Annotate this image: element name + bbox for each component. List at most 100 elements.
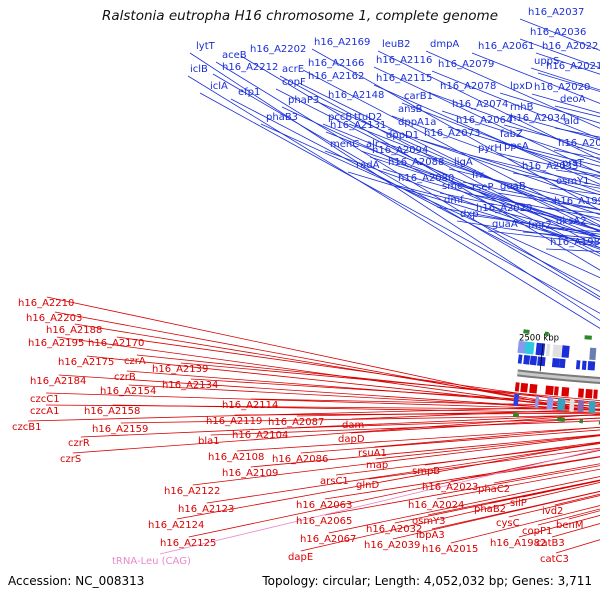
inner-gene-label[interactable]: glnD — [356, 480, 379, 491]
trna-label[interactable]: tRNA-Leu (CAG) — [112, 556, 191, 567]
inner-gene-label[interactable]: czcB1 — [12, 422, 41, 433]
outer-gene-label[interactable]: h16_A2148 — [328, 90, 384, 101]
outer-gene-label[interactable]: h16_A2064 — [456, 115, 512, 126]
inner-gene-label[interactable]: copP1 — [522, 526, 552, 537]
inner-gene-label[interactable]: bla1 — [198, 436, 220, 447]
outer-gene-label[interactable]: aceB — [222, 50, 247, 61]
outer-gene-label[interactable]: carB1 — [404, 91, 433, 102]
inner-gene-label[interactable]: h16_A2170 — [88, 338, 144, 349]
inner-gene-label[interactable]: h16_A2065 — [296, 516, 352, 527]
outer-gene-label[interactable]: deoA — [560, 94, 586, 105]
outer-gene-label[interactable]: h16_A2088 — [388, 157, 444, 168]
outer-gene-label[interactable]: h16_A2061 — [478, 41, 534, 52]
inner-gene-label[interactable]: h16_A2109 — [222, 468, 278, 479]
outer-gene-label[interactable]: h16_A2034 — [510, 113, 566, 124]
inner-gene-label[interactable]: rsuA1 — [358, 448, 387, 459]
inner-gene-label[interactable]: h16_A2125 — [160, 538, 216, 549]
outer-gene-label[interactable]: dksA2 — [556, 216, 587, 227]
inner-gene-label[interactable]: h16_A2104 — [232, 430, 288, 441]
inner-gene-label[interactable]: czcA1 — [30, 406, 59, 417]
inner-gene-label[interactable]: silP — [510, 498, 527, 509]
outer-gene-label[interactable]: phaP3 — [288, 95, 319, 106]
outer-gene-label[interactable]: ansB — [398, 104, 423, 115]
inner-gene-label[interactable]: h16_A2039 — [364, 540, 420, 551]
outer-gene-label[interactable]: h16_A2037 — [528, 7, 584, 18]
inner-gene-label[interactable]: h16_A2024 — [408, 500, 464, 511]
outer-gene-label[interactable]: h16_A2162 — [308, 71, 364, 82]
inner-gene-label[interactable]: phaB2 — [474, 504, 506, 515]
inner-gene-label[interactable]: h16_A2188 — [46, 325, 102, 336]
inner-gene-label[interactable]: h16_A2122 — [164, 486, 220, 497]
outer-gene-label[interactable]: h16_A2033 — [522, 161, 578, 172]
outer-gene-label[interactable]: h16_A2020 — [534, 82, 590, 93]
outer-gene-label[interactable]: fmr2 — [528, 220, 552, 231]
outer-gene-label[interactable]: prsT — [562, 158, 585, 169]
outer-gene-label[interactable]: h16_A2004 — [558, 138, 600, 149]
outer-gene-label[interactable]: copF — [282, 77, 306, 88]
outer-gene-label[interactable]: h16_A2202 — [250, 44, 306, 55]
outer-gene-label[interactable]: alr — [366, 139, 380, 150]
inner-gene-label[interactable]: osmY3 — [412, 516, 446, 527]
outer-gene-label[interactable]: h16_A2212 — [222, 62, 278, 73]
outer-gene-label[interactable]: fabZ — [500, 129, 523, 140]
inner-gene-label[interactable]: h16_A2086 — [272, 454, 328, 465]
outer-gene-label[interactable]: h16_A2080 — [398, 173, 454, 184]
outer-gene-label[interactable]: h16_A2036 — [530, 27, 586, 38]
inner-gene-label[interactable]: czrS — [60, 454, 81, 465]
outer-gene-label[interactable]: ppsA — [504, 141, 529, 152]
inner-gene-label[interactable]: h16_A2032 — [366, 524, 422, 535]
inner-gene-label[interactable]: h16_A2114 — [222, 400, 278, 411]
inner-gene-label[interactable]: phaC2 — [478, 484, 510, 495]
outer-gene-label[interactable]: uppS — [534, 56, 559, 67]
outer-gene-label[interactable]: acrE — [282, 64, 304, 75]
outer-gene-label[interactable]: lytT — [196, 41, 216, 52]
inner-gene-label[interactable]: h16_A2015 — [422, 544, 478, 555]
inner-gene-label[interactable]: czrR — [68, 438, 90, 449]
outer-gene-label[interactable]: ligA — [454, 157, 473, 168]
inner-gene-label[interactable]: catC3 — [540, 554, 569, 565]
outer-gene-label[interactable]: h16_A2169 — [314, 37, 370, 48]
outer-gene-label[interactable]: h16_A2116 — [376, 55, 432, 66]
inner-gene-label[interactable]: arsC1 — [320, 476, 349, 487]
outer-gene-label[interactable]: dppA1a — [398, 117, 436, 128]
outer-gene-label[interactable]: iclB — [190, 64, 208, 75]
inner-gene-label[interactable]: benM — [556, 520, 583, 531]
outer-gene-label[interactable]: h16_A2021 — [546, 61, 600, 72]
inner-gene-label[interactable]: ivd2 — [542, 506, 563, 517]
inner-gene-label[interactable]: h16_A2210 — [18, 298, 74, 309]
outer-gene-label[interactable]: h16_A2094 — [372, 145, 428, 156]
outer-gene-label[interactable]: pccB — [328, 112, 352, 123]
inner-gene-label[interactable]: h16_A2108 — [208, 452, 264, 463]
inner-gene-label[interactable]: h16_A2119 — [206, 416, 262, 427]
inner-gene-label[interactable]: dam — [342, 420, 364, 431]
outer-gene-label[interactable]: h16_A1994 — [554, 196, 600, 207]
inner-gene-label[interactable]: ibpA3 — [416, 530, 445, 541]
outer-gene-label[interactable]: guaA — [492, 219, 518, 230]
inner-gene-label[interactable]: h16_A2123 — [178, 504, 234, 515]
outer-gene-label[interactable]: h16_A2022 — [542, 41, 598, 52]
inner-gene-label[interactable]: h16_A2023 — [422, 482, 478, 493]
outer-gene-label[interactable]: menC — [330, 139, 359, 150]
outer-gene-label[interactable]: lpxD — [510, 81, 533, 92]
outer-gene-label[interactable]: ttuD2 — [354, 112, 382, 123]
inner-gene-label[interactable]: h16_A2087 — [268, 417, 324, 428]
inner-gene-label[interactable]: h16_A2159 — [92, 424, 148, 435]
outer-gene-label[interactable]: h16_A2079 — [438, 59, 494, 70]
outer-gene-label[interactable]: h16_A2078 — [440, 81, 496, 92]
outer-gene-label[interactable]: dmf — [444, 195, 464, 206]
outer-gene-label[interactable]: h16_A1987 — [550, 237, 600, 248]
outer-gene-label[interactable]: dxp — [460, 209, 479, 220]
inner-gene-label[interactable]: h16_A2203 — [26, 313, 82, 324]
outer-gene-label[interactable]: h16_A2074 — [452, 99, 508, 110]
outer-gene-label[interactable]: rnhB — [510, 102, 534, 113]
inner-gene-label[interactable]: catB3 — [536, 538, 565, 549]
outer-gene-label[interactable]: phaB3 — [266, 112, 298, 123]
inner-gene-label[interactable]: h16_A2067 — [300, 534, 356, 545]
inner-gene-label[interactable]: h16_A2158 — [84, 406, 140, 417]
outer-gene-label[interactable]: pyrH — [478, 143, 502, 154]
outer-gene-label[interactable]: leuB2 — [382, 39, 411, 50]
inner-gene-label[interactable]: h16_A2063 — [296, 500, 352, 511]
inner-gene-label[interactable]: h16_A2124 — [148, 520, 204, 531]
inner-gene-label[interactable]: h16_A2195 — [28, 338, 84, 349]
